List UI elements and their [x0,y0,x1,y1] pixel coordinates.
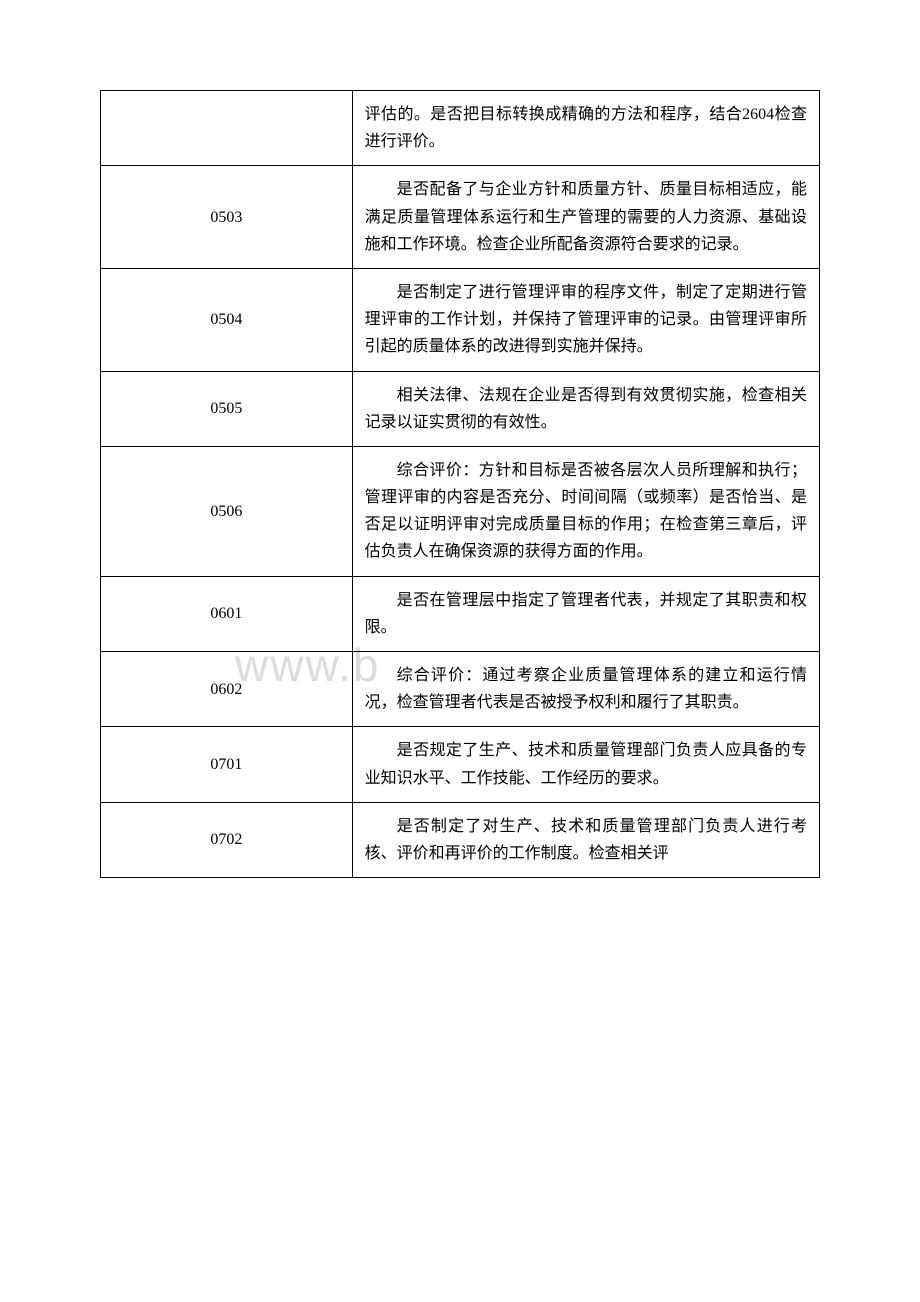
table-body: 评估的。是否把目标转换成精确的方法和程序，结合2604检查进行评价。 0503 … [101,91,820,878]
code-cell: 0701 [101,727,353,802]
description-text: 是否制定了进行管理评审的程序文件，制定了定期进行管理评审的工作计划，并保持了管理… [365,279,807,361]
code-cell: 0702 [101,802,353,877]
table-row: 0506 综合评价：方针和目标是否被各层次人员所理解和执行；管理评审的内容是否充… [101,446,820,576]
description-cell: 综合评价：方针和目标是否被各层次人员所理解和执行；管理评审的内容是否充分、时间间… [352,446,819,576]
code-cell [101,91,353,166]
evaluation-table: 评估的。是否把目标转换成精确的方法和程序，结合2604检查进行评价。 0503 … [100,90,820,878]
description-cell: 是否在管理层中指定了管理者代表，并规定了其职责和权限。 [352,576,819,651]
description-text: 是否在管理层中指定了管理者代表，并规定了其职责和权限。 [365,587,807,641]
table-row: 0701 是否规定了生产、技术和质量管理部门负责人应具备的专业知识水平、工作技能… [101,727,820,802]
page-container: 评估的。是否把目标转换成精确的方法和程序，结合2604检查进行评价。 0503 … [0,0,920,978]
description-text: 是否制定了对生产、技术和质量管理部门负责人进行考核、评价和再评价的工作制度。检查… [365,813,807,867]
description-cell: 评估的。是否把目标转换成精确的方法和程序，结合2604检查进行评价。 [352,91,819,166]
description-text: 是否配备了与企业方针和质量方针、质量目标相适应，能满足质量管理体系运行和生产管理… [365,176,807,258]
description-cell: 是否制定了进行管理评审的程序文件，制定了定期进行管理评审的工作计划，并保持了管理… [352,268,819,371]
code-cell: 0505 [101,371,353,446]
code-cell: 0602 [101,652,353,727]
table-row: 0601 是否在管理层中指定了管理者代表，并规定了其职责和权限。 [101,576,820,651]
description-cell: 综合评价：通过考察企业质量管理体系的建立和运行情况，检查管理者代表是否被授予权利… [352,652,819,727]
table-row: 0503 是否配备了与企业方针和质量方针、质量目标相适应，能满足质量管理体系运行… [101,166,820,269]
code-cell: 0504 [101,268,353,371]
description-cell: 是否制定了对生产、技术和质量管理部门负责人进行考核、评价和再评价的工作制度。检查… [352,802,819,877]
description-text: 是否规定了生产、技术和质量管理部门负责人应具备的专业知识水平、工作技能、工作经历… [365,737,807,791]
description-text: 综合评价：方针和目标是否被各层次人员所理解和执行；管理评审的内容是否充分、时间间… [365,457,807,566]
description-text: 综合评价：通过考察企业质量管理体系的建立和运行情况，检查管理者代表是否被授予权利… [365,662,807,716]
table-row: 0504 是否制定了进行管理评审的程序文件，制定了定期进行管理评审的工作计划，并… [101,268,820,371]
table-row: 评估的。是否把目标转换成精确的方法和程序，结合2604检查进行评价。 [101,91,820,166]
table-row: 0602 综合评价：通过考察企业质量管理体系的建立和运行情况，检查管理者代表是否… [101,652,820,727]
table-row: 0505 相关法律、法规在企业是否得到有效贯彻实施，检查相关记录以证实贯彻的有效… [101,371,820,446]
code-cell: 0601 [101,576,353,651]
description-text: 相关法律、法规在企业是否得到有效贯彻实施，检查相关记录以证实贯彻的有效性。 [365,382,807,436]
table-row: 0702 是否制定了对生产、技术和质量管理部门负责人进行考核、评价和再评价的工作… [101,802,820,877]
code-cell: 0503 [101,166,353,269]
description-cell: 相关法律、法规在企业是否得到有效贯彻实施，检查相关记录以证实贯彻的有效性。 [352,371,819,446]
code-cell: 0506 [101,446,353,576]
description-cell: 是否配备了与企业方针和质量方针、质量目标相适应，能满足质量管理体系运行和生产管理… [352,166,819,269]
description-cell: 是否规定了生产、技术和质量管理部门负责人应具备的专业知识水平、工作技能、工作经历… [352,727,819,802]
description-text: 评估的。是否把目标转换成精确的方法和程序，结合2604检查进行评价。 [365,101,807,155]
